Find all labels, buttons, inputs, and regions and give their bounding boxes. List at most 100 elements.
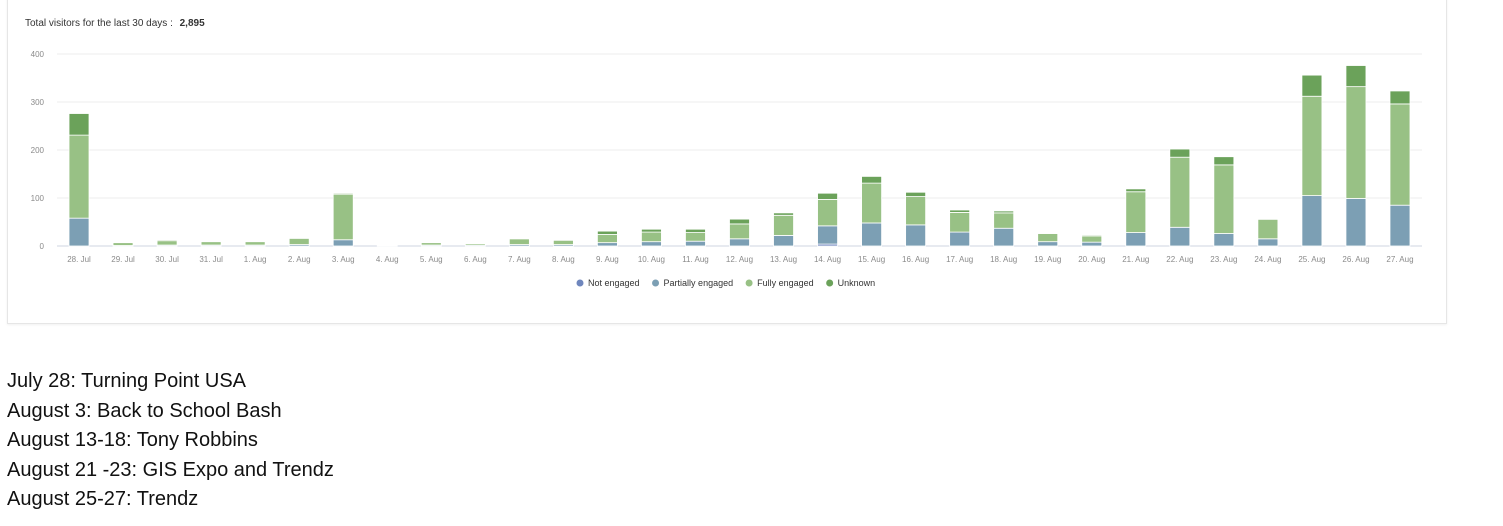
bar-segment bbox=[641, 228, 662, 233]
bar-segment bbox=[729, 223, 750, 240]
note-line: August 13-18: Tony Robbins bbox=[7, 429, 258, 451]
x-tick-label: 7. Aug bbox=[508, 255, 531, 264]
x-tick-label: 3. Aug bbox=[332, 255, 355, 264]
x-tick-label: 13. Aug bbox=[770, 255, 797, 264]
x-tick-label: 22. Aug bbox=[1166, 255, 1193, 264]
bar-segment bbox=[685, 232, 706, 242]
x-tick-label: 8. Aug bbox=[552, 255, 575, 264]
bar-segment bbox=[1125, 191, 1147, 233]
bar-segment bbox=[905, 191, 927, 197]
x-tick-label: 5. Aug bbox=[420, 255, 443, 264]
x-tick-label: 20. Aug bbox=[1078, 255, 1105, 264]
bar-segment bbox=[773, 214, 794, 236]
bar-segment bbox=[1301, 74, 1323, 97]
bar-segment bbox=[1081, 241, 1103, 247]
x-tick-label: 2. Aug bbox=[288, 255, 311, 264]
bar-segment bbox=[993, 210, 1015, 214]
visitors-summary: Total visitors for the last 30 days : 2,… bbox=[25, 18, 205, 29]
bar-segment bbox=[112, 242, 134, 246]
bar-segment bbox=[817, 192, 838, 200]
bar-segment bbox=[817, 199, 838, 227]
bar-segment bbox=[1257, 238, 1279, 247]
x-tick-label: 11. Aug bbox=[682, 255, 709, 264]
bar-segment bbox=[1257, 219, 1279, 240]
bar-segment bbox=[773, 212, 794, 216]
bar-segment bbox=[68, 217, 90, 247]
x-tick-label: 12. Aug bbox=[726, 255, 753, 264]
x-tick-label: 24. Aug bbox=[1254, 255, 1281, 264]
bar-segment bbox=[817, 225, 838, 245]
x-tick-label: 28. Jul bbox=[67, 255, 91, 264]
bar-segment bbox=[597, 242, 618, 247]
bar-segment bbox=[1345, 65, 1367, 88]
bar-segment bbox=[1037, 241, 1059, 247]
bar-segment bbox=[1169, 226, 1191, 247]
legend-marker bbox=[576, 279, 584, 287]
legend-label: Partially engaged bbox=[664, 278, 734, 288]
x-tick-label: 21. Aug bbox=[1122, 255, 1149, 264]
bar-segment bbox=[1037, 233, 1059, 243]
summary-label: Total visitors for the last 30 days : bbox=[25, 18, 173, 29]
bar-segment bbox=[68, 134, 90, 219]
summary-total: 2,895 bbox=[179, 18, 205, 29]
bar-segment bbox=[993, 212, 1015, 229]
bar-segment bbox=[597, 234, 618, 244]
legend-marker bbox=[826, 279, 834, 287]
bar-segment bbox=[1213, 233, 1235, 247]
bar-segment bbox=[1081, 234, 1103, 237]
bar-segment bbox=[861, 175, 882, 184]
bar-segment bbox=[729, 238, 750, 247]
x-tick-label: 1. Aug bbox=[244, 255, 267, 264]
bar-segment bbox=[1345, 198, 1367, 247]
bar-segment bbox=[685, 240, 706, 247]
bar-segment bbox=[861, 222, 882, 247]
x-tick-label: 25. Aug bbox=[1298, 255, 1325, 264]
x-tick-label: 19. Aug bbox=[1034, 255, 1061, 264]
x-tick-label: 29. Jul bbox=[111, 255, 135, 264]
bar-segment bbox=[949, 211, 971, 233]
x-tick-label: 17. Aug bbox=[946, 255, 973, 264]
bar-segment bbox=[1125, 232, 1147, 247]
x-tick-label: 14. Aug bbox=[814, 255, 841, 264]
bar-segment bbox=[1081, 235, 1103, 243]
bar-segment bbox=[597, 230, 618, 235]
bar-segment bbox=[1213, 164, 1235, 234]
bar-segment bbox=[1301, 95, 1323, 196]
legend-label: Fully engaged bbox=[757, 278, 814, 288]
bar-segment bbox=[1389, 204, 1411, 247]
bar-segment bbox=[773, 235, 794, 247]
bar-segment bbox=[1301, 195, 1323, 247]
bar-segment bbox=[1389, 103, 1411, 206]
bar-segment bbox=[1169, 148, 1191, 158]
x-tick-label: 27. Aug bbox=[1386, 255, 1413, 264]
x-tick-label: 9. Aug bbox=[596, 255, 619, 264]
bar-segment bbox=[552, 239, 574, 245]
x-tick-label: 31. Jul bbox=[199, 255, 223, 264]
bar-segment bbox=[905, 196, 927, 226]
legend-marker bbox=[652, 279, 660, 287]
x-tick-label: 30. Jul bbox=[155, 255, 179, 264]
bar-segment bbox=[288, 237, 310, 245]
x-tick-label: 6. Aug bbox=[464, 255, 487, 264]
stacked-bar-chart: 0 100 200 300 400 28. Jul 29. Jul 30. Jul 31. Ju… bbox=[31, 50, 1422, 288]
x-tick-label: 16. Aug bbox=[902, 255, 929, 264]
note-line: August 25-27: Trendz bbox=[7, 488, 199, 510]
y-tick-label: 100 bbox=[31, 194, 45, 203]
bar-segment bbox=[641, 231, 662, 243]
legend-marker bbox=[745, 279, 753, 287]
note-line: August 21 -23: GIS Expo and Trendz bbox=[7, 458, 334, 481]
x-tick-label: 23. Aug bbox=[1210, 255, 1237, 264]
x-tick-label: 18. Aug bbox=[990, 255, 1017, 264]
bar-segment bbox=[1389, 90, 1411, 105]
event-notes: July 28: Turning Point USA August 3: Bac… bbox=[7, 367, 334, 515]
bar-segment bbox=[244, 241, 266, 246]
note-line: July 28: Turning Point USA bbox=[7, 370, 247, 392]
bar-segment bbox=[729, 218, 750, 225]
note-line: August 3: Back to School Bash bbox=[7, 399, 282, 422]
bar-segment bbox=[993, 227, 1015, 247]
bar-segment bbox=[68, 113, 90, 136]
legend-label: Not engaged bbox=[588, 278, 640, 288]
bar-segment bbox=[905, 224, 927, 247]
bar-segment bbox=[1345, 86, 1367, 199]
legend-label: Unknown bbox=[838, 278, 876, 288]
